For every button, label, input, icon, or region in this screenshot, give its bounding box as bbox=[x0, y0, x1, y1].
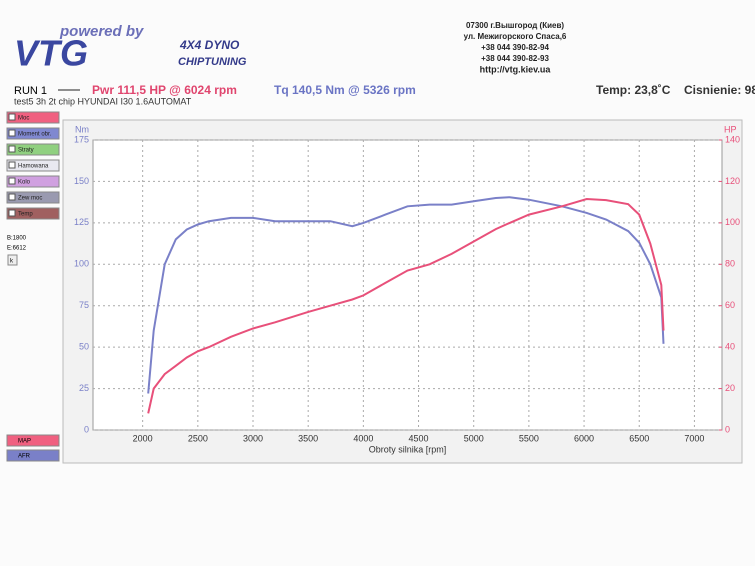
y-tick-label: 25 bbox=[79, 383, 89, 393]
x-tick-label: 3500 bbox=[298, 433, 318, 443]
x-tick-label: 5500 bbox=[519, 433, 539, 443]
toggle-button[interactable] bbox=[6, 159, 60, 172]
x-axis-label: Obroty silnika [rpm] bbox=[369, 444, 447, 454]
y2-tick-label: 40 bbox=[725, 342, 735, 352]
y2-tick-label: 140 bbox=[725, 134, 740, 144]
key-label: k bbox=[10, 259, 14, 265]
series-line bbox=[147, 196, 665, 394]
x-tick-label: 2500 bbox=[188, 433, 208, 443]
powered-by: powered by bbox=[59, 23, 144, 40]
sidebar: Moc Moment obr. Straty Hamowana Kolo Zew moc T… bbox=[6, 111, 60, 462]
temperature: Temp: 23,8˚C bbox=[596, 83, 671, 97]
y2-axis-label: HP bbox=[724, 124, 737, 134]
dyno: 4X4 DYNO bbox=[179, 38, 240, 52]
y2-tick-label: 120 bbox=[725, 176, 740, 186]
x-tick-label: 6000 bbox=[574, 433, 594, 443]
torque-peak: Tq 140,5 Nm @ 5326 rpm bbox=[274, 83, 416, 97]
toggle-button[interactable] bbox=[6, 207, 60, 220]
tuning: CHIPTUNING bbox=[178, 56, 247, 68]
run-name: RUN 1 bbox=[14, 85, 47, 97]
address-line: 07300 г.Вышгород (Киев) bbox=[466, 21, 564, 30]
address-line: +38 044 390-82-93 bbox=[481, 54, 549, 63]
address-line: ул. Межигорского Спаса,6 bbox=[464, 32, 567, 41]
button-label: Kolo bbox=[18, 180, 31, 186]
button-label: Temp bbox=[18, 212, 33, 218]
y2-tick-label: 20 bbox=[725, 383, 735, 393]
checkbox[interactable] bbox=[8, 193, 16, 201]
button-label: Straty bbox=[18, 148, 34, 154]
button-label: AFR bbox=[18, 454, 31, 460]
pressure: Cisnienie: 98 bbox=[684, 83, 755, 97]
toggle-button[interactable] bbox=[6, 434, 60, 447]
y-tick-label: 175 bbox=[74, 134, 89, 144]
x-tick-label: 2000 bbox=[133, 433, 153, 443]
x-tick-label: 4000 bbox=[353, 433, 373, 443]
toggle-button[interactable] bbox=[6, 143, 60, 156]
key-button[interactable] bbox=[7, 254, 18, 266]
y-tick-label: 125 bbox=[74, 217, 89, 227]
x-tick-label: 4500 bbox=[409, 433, 429, 443]
y-tick-label: 75 bbox=[79, 300, 89, 310]
toggle-button[interactable] bbox=[6, 127, 60, 140]
button-label: Hamowana bbox=[18, 164, 49, 170]
toggle-button[interactable] bbox=[6, 175, 60, 188]
y-tick-label: 50 bbox=[79, 342, 89, 352]
button-label: Moment obr. bbox=[18, 132, 52, 138]
checkbox[interactable] bbox=[8, 177, 16, 185]
y-tick-label: 150 bbox=[74, 176, 89, 186]
test-name: test5 3h 2t chip HYUNDAI I30 1.6AUTOMAT bbox=[14, 96, 192, 106]
address: 07300 г.Вышгород (Киев) ул. Межигорского … bbox=[464, 21, 567, 74]
checkbox[interactable] bbox=[8, 161, 16, 169]
begin-rpm: B:1800 bbox=[7, 236, 27, 242]
end-rpm: E:6612 bbox=[7, 246, 27, 252]
checkbox[interactable] bbox=[8, 113, 16, 121]
checkbox[interactable] bbox=[8, 145, 16, 153]
y2-tick-label: 100 bbox=[725, 217, 740, 227]
x-tick-label: 3000 bbox=[243, 433, 263, 443]
toggle-button[interactable] bbox=[6, 449, 60, 462]
y-tick-label: 100 bbox=[74, 259, 89, 269]
toggle-button[interactable] bbox=[6, 191, 60, 204]
power-peak: Pwr 111,5 HP @ 6024 rpm bbox=[92, 83, 237, 97]
button-label: Moc bbox=[18, 116, 29, 122]
logo: VTG bbox=[14, 33, 88, 74]
x-tick-label: 5000 bbox=[464, 433, 484, 443]
y2-tick-label: 60 bbox=[725, 300, 735, 310]
x-tick-label: 7000 bbox=[684, 433, 704, 443]
plot-area bbox=[92, 139, 723, 431]
toggle-button[interactable] bbox=[6, 111, 60, 124]
series-line bbox=[147, 197, 665, 414]
button-label: Zew moc bbox=[18, 196, 42, 202]
y-axis-label: Nm bbox=[75, 124, 89, 134]
checkbox[interactable] bbox=[8, 209, 16, 217]
x-tick-label: 6500 bbox=[629, 433, 649, 443]
y-tick-label: 0 bbox=[84, 424, 89, 434]
checkbox[interactable] bbox=[8, 129, 16, 137]
address-line: +38 044 390-82-94 bbox=[481, 43, 549, 52]
address-line: http://vtg.kiev.ua bbox=[480, 64, 552, 74]
y2-tick-label: 80 bbox=[725, 259, 735, 269]
button-label: MAP bbox=[18, 439, 31, 445]
y2-tick-label: 0 bbox=[725, 424, 730, 434]
